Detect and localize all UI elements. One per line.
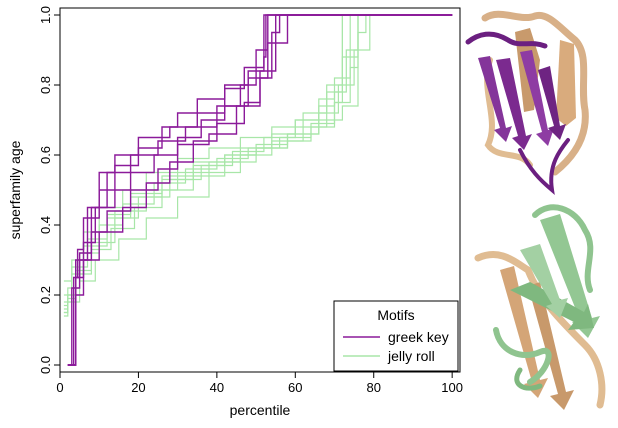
protein-structure-jelly-roll-image [474,204,606,410]
purple-loop-1 [465,31,548,49]
tan-strand-3 [500,266,548,398]
series-line-jelly-roll [63,14,453,314]
legend-label-greek-key: greek key [388,329,449,345]
series-line-jelly-roll [63,14,453,307]
series-line-jelly-roll [63,14,453,314]
tan-strand-1 [556,40,576,126]
x-tick-label: 60 [288,380,302,395]
green-loop-1 [532,204,594,293]
legend-box [333,300,459,372]
purple-loop-2 [518,138,570,195]
y-tick-label: 0.2 [38,286,53,304]
y-tick-label: 0.4 [38,216,53,234]
x-tick-label: 0 [56,380,63,395]
purple-strand-4 [478,56,512,142]
series-line-greek-key [67,14,453,366]
tan-ribbon-1 [481,10,589,176]
x-tick-label: 20 [131,380,145,395]
y-tick-label: 0.8 [38,76,53,94]
green-loop-3 [514,367,543,391]
purple-strand-1 [496,58,532,150]
green-strand-1 [540,214,600,338]
legend-title: Motifs [377,307,414,323]
y-tick-label: 0.6 [38,146,53,164]
series-line-jelly-roll [63,14,453,310]
green-strand-3 [520,244,568,318]
purple-strand-2 [520,50,554,146]
x-tick-label: 100 [441,380,463,395]
protein-structure-greek-key-image [465,10,589,195]
plot-frame [59,7,461,373]
series-line-greek-key [67,14,453,366]
series-layer [63,14,453,366]
y-tick-label: 1.0 [38,6,53,24]
purple-strand-3 [538,66,566,140]
axes-layer: 0 20 40 60 80 100 0.0 0.2 0.4 0.6 0.8 1.0 [38,6,463,395]
green-loop-2 [493,327,552,385]
series-line-jelly-roll [63,14,453,303]
legend-label-jelly-roll: jelly roll [387,348,435,364]
x-tick-label: 80 [366,380,380,395]
series-line-greek-key [67,14,453,366]
y-axis-label: superfamily age [7,140,23,239]
x-axis-label: percentile [230,402,291,418]
y-tick-label: 0.0 [38,356,53,374]
tan-strand-4 [528,282,574,410]
x-tick-label: 40 [210,380,224,395]
legend: Motifs greek key jelly roll [333,300,459,372]
